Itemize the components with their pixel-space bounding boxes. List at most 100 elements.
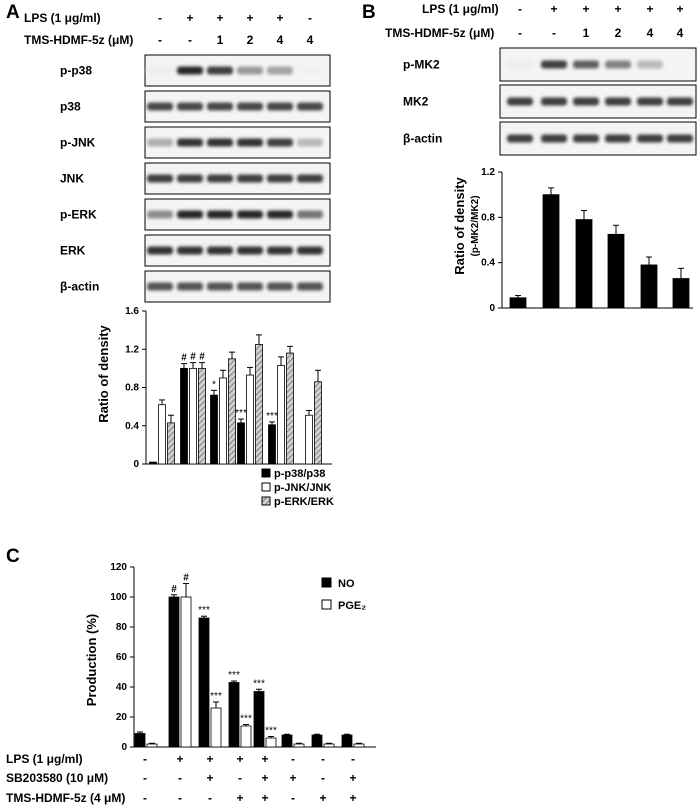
panel-a-band-0-1 [177,66,203,75]
panel-b-sign-0-0: - [518,2,522,16]
panel-a-band-3-1 [177,174,203,183]
panel-c-sign-2-6: + [319,791,326,805]
panel-b-bar-0-5 [672,278,690,309]
panel-b-blots: p-MK2 MK2 β-actin [403,47,697,156]
panel-b-band-1-5 [667,97,693,106]
panel-a-band-5-5 [297,246,323,255]
panel-a-sign-0-2: + [216,11,223,25]
panel-a-ytick-label-1: 0.4 [125,421,139,432]
panel-b-band-0-2 [573,60,599,69]
panel-a-bar-2-1 [198,367,206,465]
panel-b-sign-1-0: - [518,26,522,40]
panel-c-mark-0-4: *** [253,678,265,689]
panel-a-band-6-5 [297,282,323,291]
panel-a-band-6-4 [267,282,293,291]
panel-a-band-3-5 [297,174,323,183]
panel-a-band-5-0 [147,246,173,255]
panel-b-letter: B [362,2,376,23]
panel-c-ytick-label-6: 120 [110,562,127,573]
panel-a-mark-2-1: # [199,352,205,363]
panel-a-mark-0-1: # [181,353,187,364]
panel-c-mark-0-2: *** [198,605,210,616]
panel-a-bar-2-0 [167,422,175,465]
panel-a-mark-0-4: *** [266,411,278,422]
panel-c-mark-1-1: # [183,573,189,584]
panel-c-sign-0-3: + [236,752,243,766]
panel-c-sign-0-7: - [351,752,355,766]
panel-a-band-3-0 [147,174,173,183]
panel-b-ylabel-sub: (p-MK2/MK2) [470,195,481,256]
panel-a-band-0-5 [297,66,323,75]
panel-a-blot-label-5: ERK [60,244,86,258]
panel-c-bar-1-0 [146,743,158,748]
panel-b-band-0-0 [507,60,533,69]
panel-a-band-1-0 [147,102,173,111]
panel-c-bar-1-5 [293,743,305,748]
panel-a-band-1-1 [177,102,203,111]
panel-c-sign-2-3: + [236,791,243,805]
panel-a-bar-2-3 [255,344,263,465]
panel-a-band-2-3 [237,138,263,147]
legend-swatch-p38 [261,468,271,478]
panel-a-legend: p-p38/p38 p-JNK/JNK p-ERK/ERK [261,468,334,508]
legend-label-p38: p-p38/p38 [274,468,325,480]
panel-a-sign-0-0: - [158,11,162,25]
panel-c-bar-1-1 [180,596,192,748]
panel-a-blot-label-2: p-JNK [60,136,96,150]
panel-a-blot-label-0: p-p38 [60,64,92,78]
panel-c-sign-0-1: + [176,752,183,766]
panel-c-ylabel: Production (%) [84,614,99,706]
panel-c-sign-1-3: - [238,771,242,785]
panel-b-sign-1-2: 1 [583,26,590,40]
panel-a-band-0-2 [207,66,233,75]
panel-c-ytick-label-1: 20 [116,712,128,723]
panel-b-band-2-5 [667,134,693,143]
panel-a-bar-0-3 [237,422,245,465]
panel-c-mark-0-1: # [171,584,177,595]
panel-a-sign-1-4: 4 [277,33,284,47]
panel-a-band-1-2 [207,102,233,111]
panel-a-bar-1-0 [158,404,166,465]
panel-a-sign-1-0: - [158,33,162,47]
panel-a-band-0-0 [147,66,173,75]
panel-c-sign-0-4: + [261,752,268,766]
panel-b-band-1-4 [637,97,663,106]
panel-b-band-0-4 [637,60,663,69]
panel-a-band-6-0 [147,282,173,291]
panel-a-ytick-label-4: 1.6 [125,306,139,317]
panel-c-sign-1-5: + [289,771,296,785]
panel-b-band-2-2 [573,134,599,143]
panel-c-sign-0-2: + [206,752,213,766]
panel-a-band-2-4 [267,138,293,147]
panel-c-legend: NO PGE₂ [321,577,366,612]
panel-a-sign-1-3: 2 [247,33,254,47]
panel-c-lps-label: LPS (1 μg/ml) [6,752,83,766]
panel-b-sign-0-3: + [614,2,621,16]
panel-a-band-1-4 [267,102,293,111]
legend-swatch-erk [261,496,271,506]
panel-c-sign-1-0: - [143,771,147,785]
panel-b-sign-1-1: - [552,26,556,40]
panel-b-blot-label-0: p-MK2 [403,58,440,72]
panel-a-blot-label-6: β-actin [60,280,99,294]
panel-b-band-2-1 [541,134,567,143]
panel-a-band-2-5 [297,138,323,147]
panel-a-sign-0-3: + [246,11,253,25]
panel-c-sign-1-2: + [206,771,213,785]
panel-a-band-5-2 [207,246,233,255]
panel-b-blot-label-2: β-actin [403,132,442,146]
panel-a-sign-0-4: + [276,11,283,25]
panel-b-bar-0-4 [640,264,658,309]
panel-a-band-1-5 [297,102,323,111]
panel-b-sign-0-1: + [550,2,557,16]
panel-b-band-1-2 [573,97,599,106]
panel-a-bar-1-3 [246,374,254,465]
panel-b-ytick-label-0: 0 [489,303,495,314]
panel-a-band-1-3 [237,102,263,111]
panel-c-sign-1-1: - [178,771,182,785]
panel-a-band-4-1 [177,210,203,219]
legend-swatch-jnk [261,482,271,492]
panel-a-band-4-2 [207,210,233,219]
panel-a-ytick-label-0: 0 [133,459,139,470]
